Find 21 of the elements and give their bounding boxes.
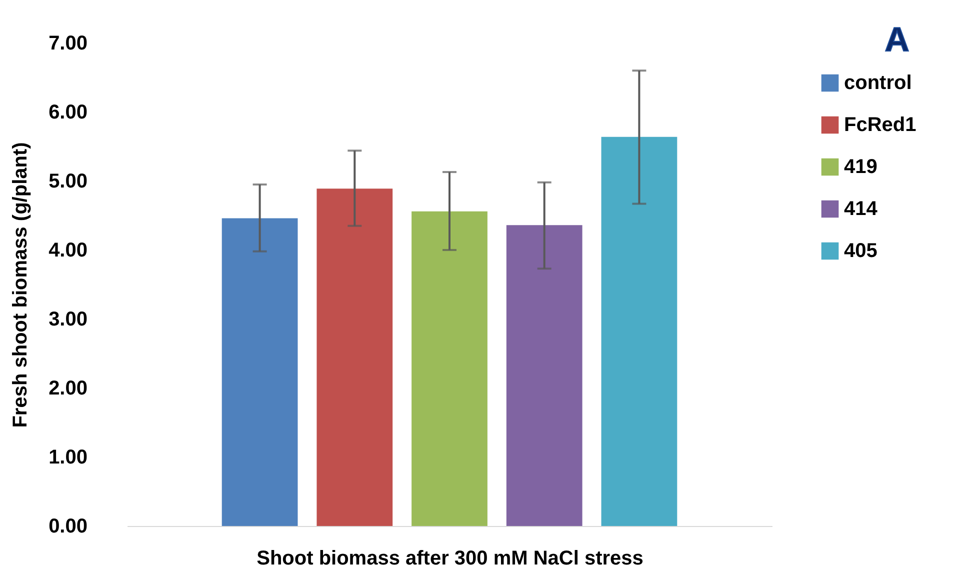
y-tick-label: 2.00: [48, 378, 88, 400]
y-tick-label: 0.00: [48, 516, 88, 538]
bar: [316, 188, 393, 526]
bar: [506, 225, 582, 526]
y-tick-label: 1.00: [48, 446, 88, 468]
legend-label: 414: [844, 198, 878, 220]
legend-label: 405: [844, 240, 878, 262]
legend-label: 419: [844, 156, 878, 178]
x-axis-title: Shoot biomass after 300 mM NaCl stress: [256, 548, 644, 570]
legend-label: control: [844, 72, 912, 94]
y-tick-label: 7.00: [48, 32, 88, 54]
y-tick-label: 5.00: [48, 170, 88, 192]
y-tick-label: 6.00: [48, 102, 88, 124]
y-tick-label: 3.00: [48, 308, 88, 330]
legend-label: FcRed1: [844, 114, 916, 136]
bar: [412, 211, 488, 526]
text: A: [884, 21, 910, 59]
y-axis-title: Fresh shoot biomass (g/plant): [10, 142, 32, 428]
bar: [222, 218, 298, 526]
y-tick-label: 4.00: [48, 240, 88, 262]
bar: [601, 136, 678, 526]
